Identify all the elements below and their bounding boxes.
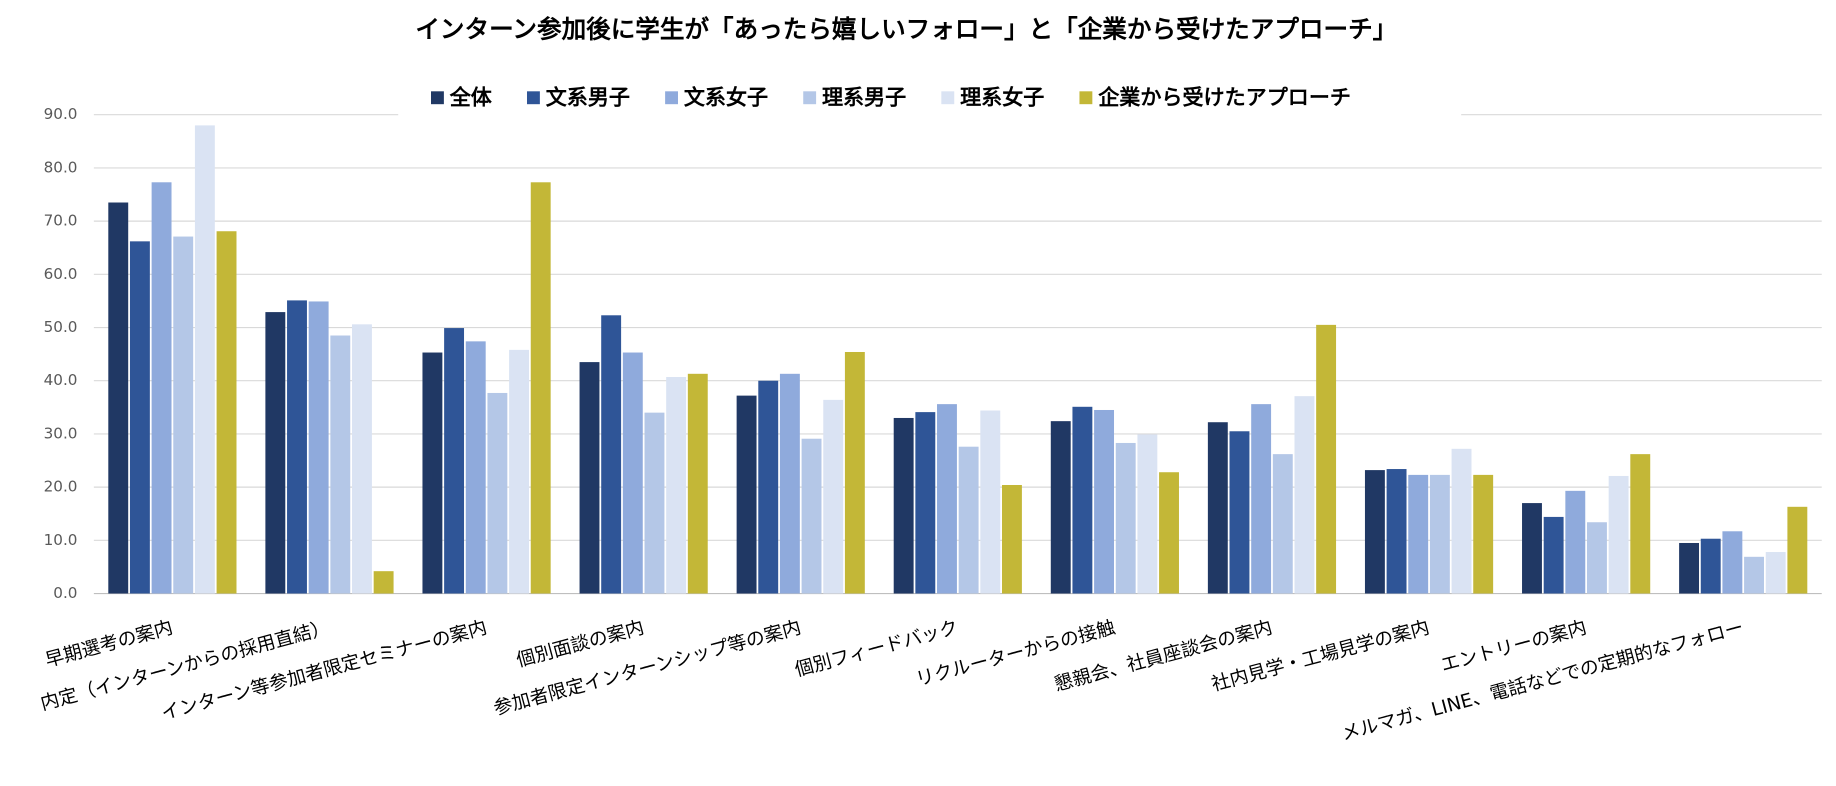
bar <box>601 315 622 594</box>
legend-swatch <box>1079 91 1093 105</box>
bar <box>530 182 551 594</box>
bar <box>801 438 822 594</box>
legend-swatch <box>941 91 955 105</box>
bar <box>893 417 914 594</box>
bar <box>1251 404 1272 594</box>
bar <box>129 241 150 594</box>
bar <box>1522 503 1542 594</box>
bar <box>980 410 1001 594</box>
bar <box>1050 421 1071 594</box>
bar <box>287 300 307 594</box>
bar <box>958 446 979 594</box>
legend-label: 文系男子 <box>546 84 630 109</box>
bar <box>352 324 372 594</box>
bar <box>644 412 665 594</box>
bar <box>265 312 286 594</box>
bar <box>1451 448 1472 594</box>
bar <box>151 182 172 594</box>
legend-label: 全体 <box>449 84 493 109</box>
y-tick-label: 20.0 <box>44 478 78 496</box>
bar <box>173 236 194 594</box>
chart-title: インターン参加後に学生が「あったら嬉しいフォロー」と「企業から受けたアプローチ」 <box>415 14 1397 43</box>
y-tick-label: 0.0 <box>53 584 77 602</box>
bar <box>509 349 529 594</box>
y-tick-label: 10.0 <box>44 531 78 549</box>
bar <box>915 412 936 594</box>
y-tick-label: 80.0 <box>44 158 78 176</box>
bar <box>1700 538 1721 594</box>
bar <box>1072 406 1093 594</box>
bar <box>823 399 844 594</box>
bar <box>308 301 329 594</box>
bar <box>1408 474 1429 594</box>
legend-label: 企業から受けたアプローチ <box>1097 84 1351 109</box>
bar <box>216 231 237 594</box>
bar <box>1630 454 1651 594</box>
bar <box>579 362 600 594</box>
bar <box>1364 470 1385 594</box>
bar <box>1159 472 1179 594</box>
bar <box>1473 474 1494 594</box>
bar <box>666 377 687 594</box>
legend-label: 理系女子 <box>960 84 1044 109</box>
bar <box>1272 454 1293 594</box>
bar <box>736 395 757 594</box>
bar <box>330 335 351 594</box>
y-tick-label: 40.0 <box>44 371 78 389</box>
legend-label: 理系男子 <box>822 84 906 109</box>
bar <box>1765 552 1786 594</box>
bar <box>1115 442 1136 594</box>
bar <box>1543 516 1564 594</box>
bar <box>373 571 394 594</box>
bar <box>1207 422 1228 594</box>
legend-swatch <box>803 91 817 105</box>
bar <box>779 373 800 594</box>
bar <box>1679 542 1700 594</box>
bar <box>1001 484 1022 594</box>
y-tick-label: 90.0 <box>44 105 78 123</box>
legend-swatch <box>431 91 444 105</box>
bar <box>1429 474 1450 594</box>
bar <box>1137 434 1158 594</box>
y-tick-label: 30.0 <box>44 424 78 442</box>
bar <box>1744 556 1764 594</box>
bar <box>1608 475 1629 594</box>
bar <box>937 404 957 594</box>
bar <box>1722 531 1743 594</box>
bar <box>108 202 129 594</box>
bar <box>1386 469 1407 594</box>
bar <box>622 352 643 594</box>
bar <box>1229 431 1250 594</box>
legend-background <box>398 74 1462 120</box>
bar <box>758 380 779 594</box>
bar <box>844 351 865 594</box>
y-tick-label: 70.0 <box>44 212 78 230</box>
bar <box>1587 522 1607 594</box>
bar <box>487 392 508 594</box>
legend-swatch <box>665 91 678 105</box>
legend-label: 文系女子 <box>684 84 768 109</box>
bar <box>1787 506 1808 594</box>
bar <box>194 125 215 594</box>
y-tick-label: 50.0 <box>44 318 78 336</box>
bar <box>1565 490 1586 594</box>
bar <box>1316 324 1337 594</box>
y-tick-label: 60.0 <box>44 265 78 283</box>
bar <box>465 341 486 594</box>
bar <box>1294 396 1315 594</box>
bar <box>1094 409 1115 594</box>
x-tick-label: 参加者限定インターンシップ等の案内 <box>492 617 804 719</box>
bar <box>444 328 465 594</box>
bar <box>422 352 443 594</box>
legend-swatch <box>526 91 540 105</box>
bar <box>687 373 708 594</box>
